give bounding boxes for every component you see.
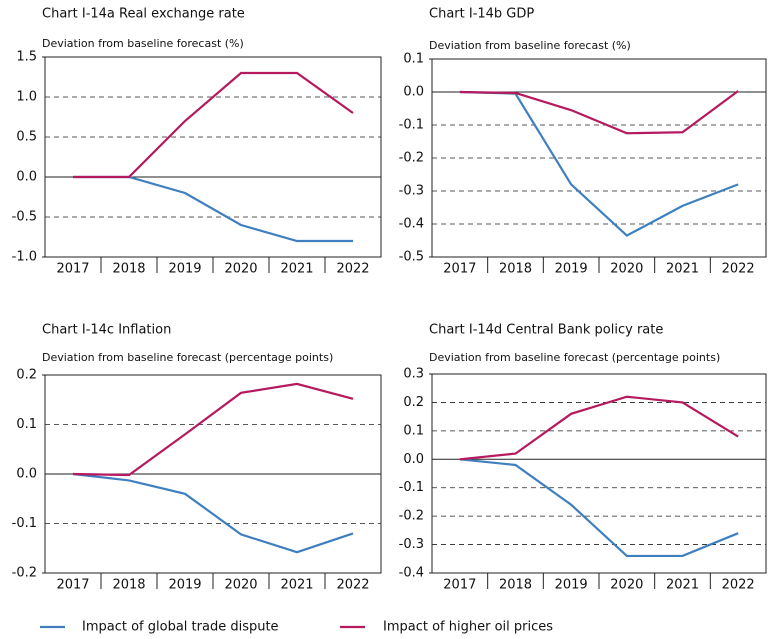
x-tick-label: 2020: [610, 578, 643, 593]
y-tick-label: -0.4: [399, 566, 424, 581]
y-tick-label: 0.1: [403, 423, 424, 438]
y-tick-label: 1.0: [16, 90, 37, 105]
chart-subtitle: Deviation from baseline forecast (%): [42, 37, 244, 50]
y-tick-label: -0.3: [399, 537, 424, 552]
x-tick-label: 2020: [224, 578, 257, 593]
x-tick-label: 2018: [112, 262, 145, 277]
y-tick-label: -0.5: [399, 250, 424, 265]
chart-subtitle: Deviation from baseline forecast (percen…: [42, 351, 333, 364]
y-tick-label: 0.0: [403, 452, 424, 467]
y-tick-label: 0.2: [16, 368, 37, 383]
x-tick-label: 2017: [443, 262, 476, 277]
y-tick-label: 0.5: [16, 130, 37, 145]
x-tick-label: 2018: [499, 578, 532, 593]
y-tick-label: -0.3: [399, 184, 424, 199]
y-tick-label: -0.4: [399, 217, 424, 232]
y-tick-label: 0.0: [16, 170, 37, 185]
series-line: [72, 472, 354, 554]
y-tick-label: 0.1: [403, 52, 424, 67]
y-tick-label: -0.1: [12, 516, 37, 531]
x-tick-label: 2017: [56, 578, 89, 593]
x-tick-label: 2017: [56, 262, 89, 277]
y-tick-label: 1.5: [16, 50, 37, 65]
x-tick-label: 2022: [722, 262, 755, 277]
legend-label: Impact of global trade dispute: [82, 620, 279, 635]
x-tick-label: 2021: [666, 578, 699, 593]
chart-subtitle: Deviation from baseline forecast (%): [429, 39, 631, 52]
x-tick-label: 2019: [168, 262, 201, 277]
series-line: [459, 90, 739, 135]
x-tick-label: 2022: [336, 578, 369, 593]
series-line: [73, 71, 354, 179]
x-tick-label: 2018: [112, 578, 145, 593]
series-line: [459, 395, 739, 461]
series-line: [459, 458, 739, 558]
y-tick-label: -0.2: [399, 151, 424, 166]
y-tick-label: 0.0: [16, 467, 37, 482]
y-tick-label: -0.1: [399, 118, 424, 133]
y-tick-label: -0.2: [399, 509, 424, 524]
x-tick-label: 2019: [168, 578, 201, 593]
chart-title: Chart I-14d Central Bank policy rate: [429, 323, 663, 338]
x-tick-label: 2022: [722, 578, 755, 593]
x-tick-label: 2020: [224, 262, 257, 277]
legend-label: Impact of higher oil prices: [383, 620, 553, 635]
y-tick-label: -1.0: [12, 250, 37, 265]
x-tick-label: 2021: [280, 578, 313, 593]
series-line: [459, 90, 739, 237]
x-tick-label: 2018: [499, 262, 532, 277]
y-tick-label: 0.1: [16, 417, 37, 432]
y-tick-label: 0.3: [403, 367, 424, 382]
x-tick-label: 2021: [666, 262, 699, 277]
x-tick-label: 2019: [555, 262, 588, 277]
chart-title: Chart I-14b GDP: [429, 7, 534, 22]
series-line: [73, 175, 353, 243]
y-tick-label: -0.1: [399, 480, 424, 495]
y-tick-label: -0.2: [12, 566, 37, 581]
x-tick-label: 2019: [555, 578, 588, 593]
chart-title: Chart I-14c Inflation: [42, 323, 171, 338]
x-tick-label: 2020: [610, 262, 643, 277]
x-tick-label: 2017: [443, 578, 476, 593]
y-tick-label: 0.0: [403, 85, 424, 100]
chart-subtitle: Deviation from baseline forecast (percen…: [429, 351, 720, 364]
plot-frame: [44, 56, 382, 258]
series-line: [72, 382, 354, 477]
chart-title: Chart I-14a Real exchange rate: [42, 7, 245, 22]
y-tick-label: -0.5: [12, 210, 37, 225]
x-tick-label: 2021: [280, 262, 313, 277]
x-tick-label: 2022: [336, 262, 369, 277]
y-tick-label: 0.2: [403, 395, 424, 410]
